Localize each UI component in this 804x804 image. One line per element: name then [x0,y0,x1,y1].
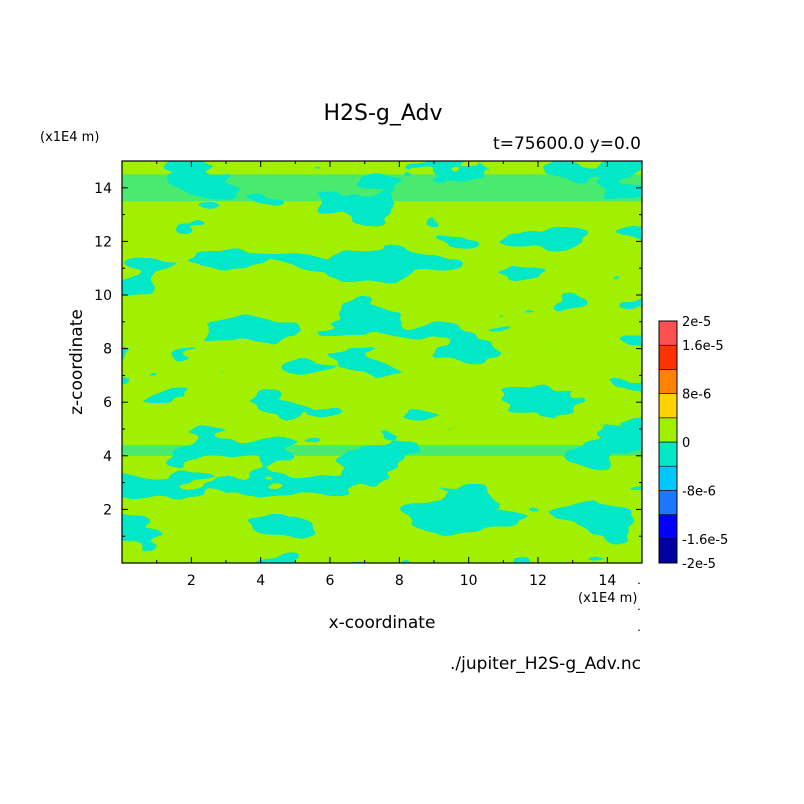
x-tick-label: 8 [395,573,404,589]
x-axis-unit: (x1E4 m) [578,591,637,606]
colorbar-swatch [658,320,678,346]
colorbar-swatch [658,417,678,443]
y-tick-label: 12 [94,234,112,250]
x-tick-label: 2 [187,573,196,589]
colorbar-swatch [658,441,678,467]
chart-title: H2S-g_Adv [323,101,442,126]
stray-mark: ˙ [636,582,643,597]
y-axis-unit: (x1E4 m) [40,130,99,145]
colorbar-label: 0 [682,436,690,451]
y-tick-label: 10 [94,288,112,304]
x-axis: 2 4 6 8 10 12 14 [156,161,616,589]
stray-mark: ˙ [636,629,643,644]
colorbar-label: 8e-6 [682,388,711,403]
chart-subtitle: t=75600.0 y=0.0 [493,134,641,154]
y-tick-label: 8 [103,342,112,358]
x-tick-label: 4 [256,573,265,589]
y-axis-label: z-coordinate [67,309,87,415]
colorbar-label: -1.6e-5 [682,533,728,548]
plot-frame [121,160,643,564]
field-band [122,445,642,456]
y-axis: 2 4 6 8 10 12 14 [94,181,642,537]
colorbar-swatch [658,465,678,491]
field-bands [122,174,642,456]
colorbar-swatch [658,490,678,515]
y-tick-label: 2 [103,502,112,518]
filename-label: ./jupiter_H2S-g_Adv.nc [450,654,641,674]
y-tick-label: 6 [103,395,112,411]
x-axis-label: x-coordinate [329,613,436,633]
y-tick-label: 4 [103,449,112,465]
colorbar-label: 2e-5 [682,315,711,330]
misc-marks: ˙ ˙ ˙ [636,582,643,644]
field-band [122,174,642,202]
colorbar-swatch [658,538,678,564]
y-tick-label: 14 [94,181,112,197]
colorbar: 2e-5 1.6e-5 8e-6 0 -8e-6 -1.6e-5 -2e-5 [658,315,728,572]
stray-mark: ˙ [636,608,643,623]
x-tick-label: 6 [326,573,335,589]
x-tick-label: 14 [598,573,616,589]
colorbar-frame [658,320,678,564]
colorbar-swatch [658,514,678,540]
colorbar-label: 1.6e-5 [682,339,724,354]
field-area [122,161,642,563]
colorbar-label: -2e-5 [682,557,716,572]
colorbar-label: -8e-6 [682,484,716,499]
x-tick-label: 10 [460,573,478,589]
colorbar-swatch [658,369,678,394]
x-tick-label: 12 [529,573,547,589]
colorbar-swatch [658,393,678,419]
colorbar-swatch [658,344,678,370]
field-positive-region [122,161,642,563]
